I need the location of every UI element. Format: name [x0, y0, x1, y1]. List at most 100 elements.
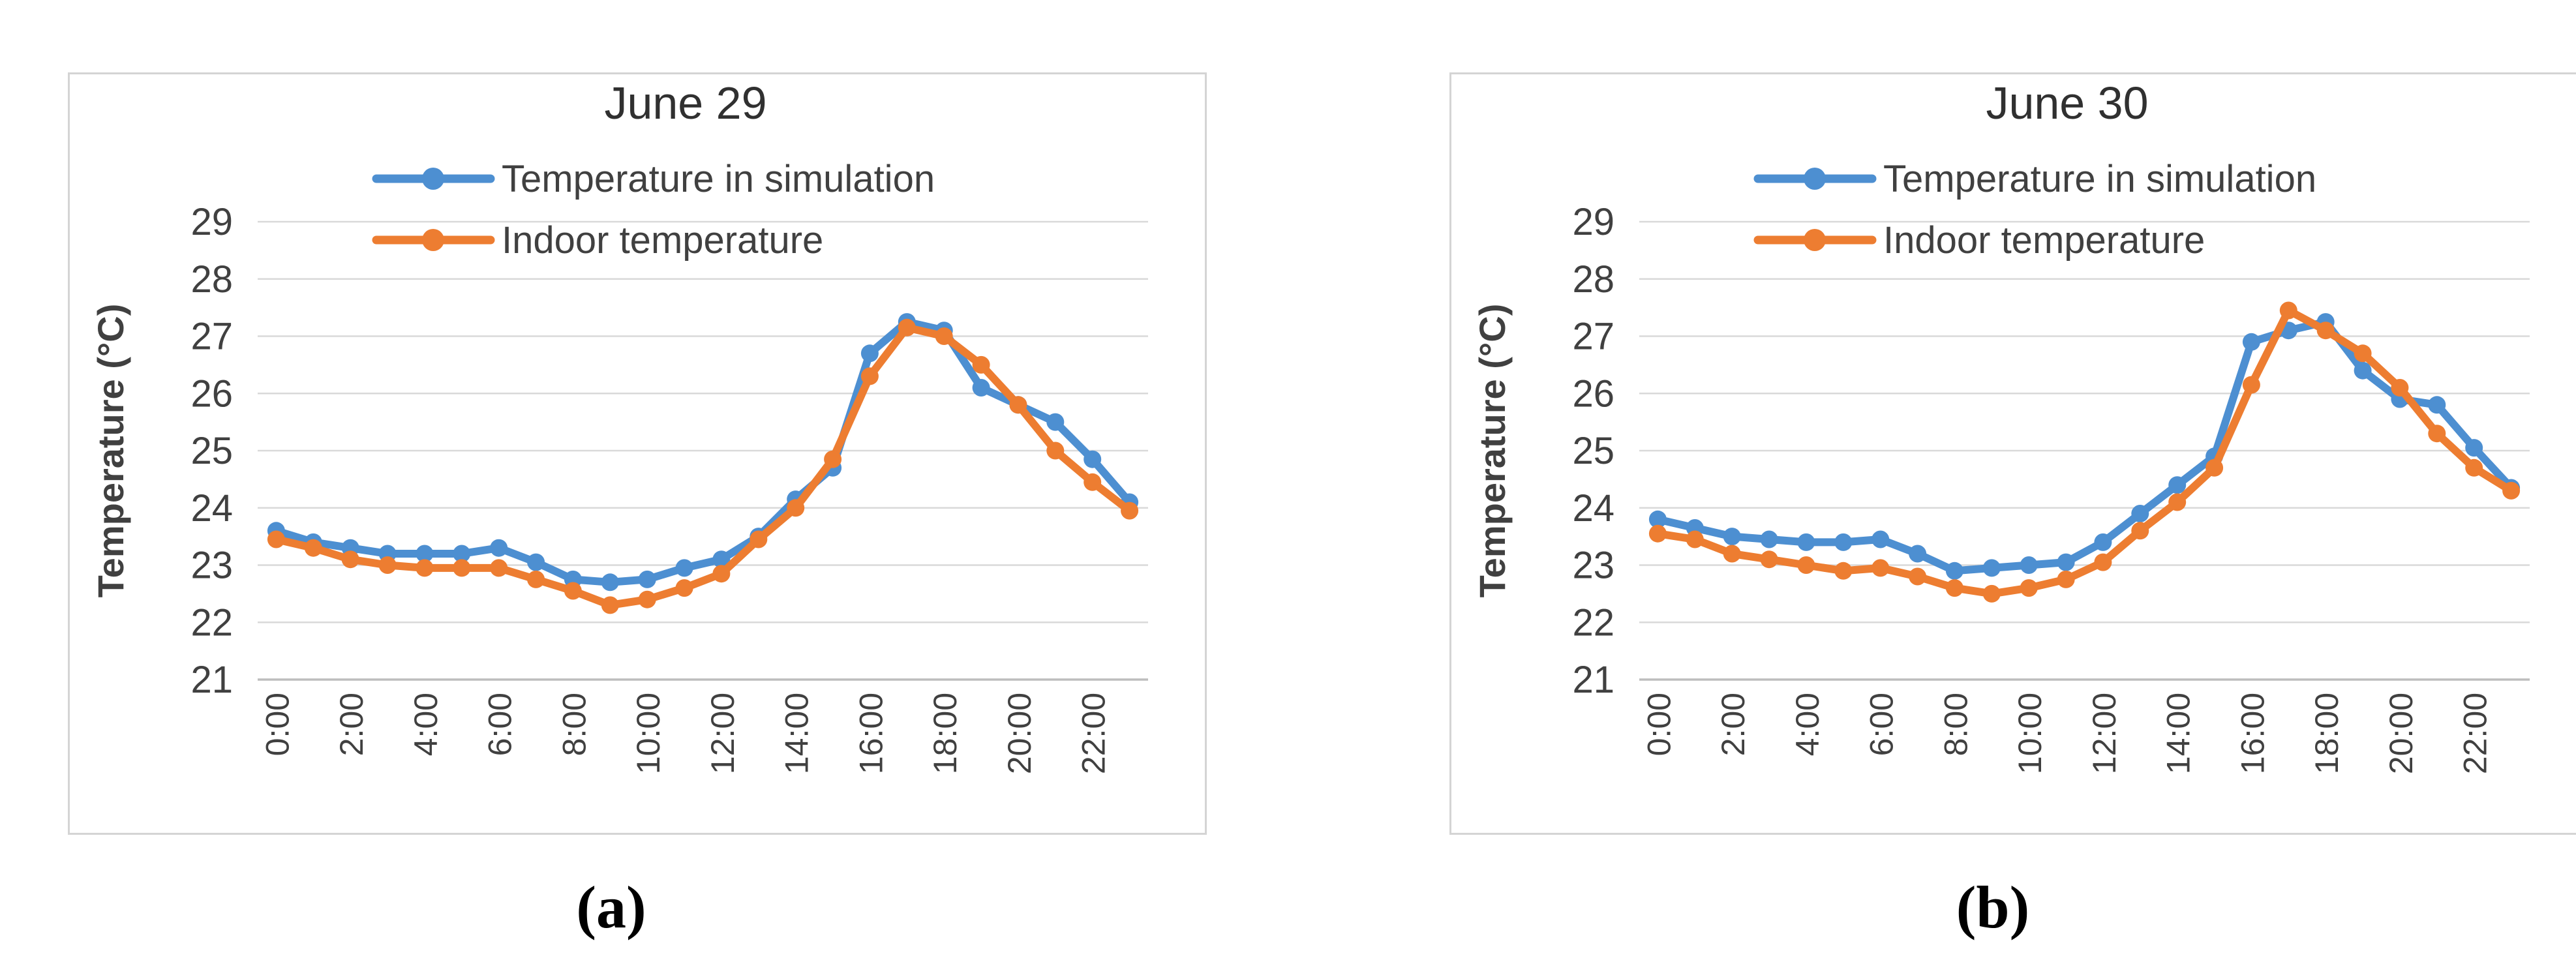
line-chart-june-29: 29 28 27 26 25 24 23 22 21 Temperature (°C) 0:00 2:… [90, 78, 1148, 774]
line-chart-june-30: 29 28 27 26 25 24 23 22 21 Temperature (°C) 0:00 2:… [1472, 78, 2530, 774]
x-tick-label: 20:00 [2383, 693, 2419, 774]
data-point-marker [787, 499, 805, 517]
data-point-marker [2131, 522, 2149, 540]
y-tick-label: 27 [190, 316, 233, 358]
data-point-marker [1909, 545, 1927, 563]
x-tick-label: 14:00 [2160, 693, 2197, 774]
legend-item-simulation: Temperature in simulation [372, 158, 935, 200]
y-tick-label: 27 [1572, 316, 1614, 358]
x-tick-label: 2:00 [1715, 693, 1751, 756]
data-point-marker [2205, 458, 2224, 477]
data-point-marker [2057, 553, 2075, 571]
y-axis-title: Temperature (°C) [1472, 304, 1513, 598]
data-point-marker [1083, 473, 1102, 491]
legend-label: Temperature in simulation [502, 158, 935, 200]
data-point-marker [2094, 553, 2112, 571]
data-point-marker [2428, 425, 2446, 443]
x-tick-label: 0:00 [1641, 693, 1677, 756]
x-tick-label: 10:00 [2012, 693, 2048, 774]
x-tick-label: 4:00 [408, 693, 444, 756]
y-tick-label: 24 [1572, 487, 1614, 530]
data-point-marker [824, 450, 842, 468]
data-point-marker [972, 379, 990, 397]
legend-item-simulation: Temperature in simulation [1753, 158, 2316, 200]
data-point-marker [2020, 579, 2038, 597]
gridlines [1639, 220, 2530, 681]
data-point-marker [712, 550, 731, 569]
legend-swatch-dot-icon [1804, 168, 1826, 190]
chart-title: June 29 [604, 78, 766, 128]
y-tick-label: 21 [1572, 659, 1614, 701]
data-point-marker [416, 545, 434, 563]
x-tick-label: 10:00 [630, 693, 667, 774]
data-point-marker [564, 582, 582, 600]
y-tick-label: 25 [1572, 430, 1614, 472]
data-point-marker [750, 530, 768, 548]
legend-swatch-dot-icon [1804, 229, 1826, 251]
data-point-marker [1648, 510, 1667, 528]
data-point-marker [601, 573, 619, 592]
y-tick-label: 28 [1572, 258, 1614, 301]
data-point-marker [1871, 530, 1890, 548]
x-tick-label: 18:00 [2309, 693, 2345, 774]
series-line-temperature-in-simulation [1654, 318, 2515, 575]
data-point-marker [1945, 562, 1963, 580]
x-tick-label: 4:00 [1789, 693, 1826, 756]
data-point-marker [1009, 396, 1027, 414]
data-point-marker [416, 559, 434, 577]
legend-swatch-dot-icon [422, 229, 444, 251]
x-tick-label: 18:00 [927, 693, 963, 774]
legend-label: Temperature in simulation [1883, 158, 2316, 200]
data-point-marker [1648, 524, 1667, 543]
data-point-marker [2354, 344, 2372, 363]
data-point-marker [490, 539, 508, 557]
data-point-marker [675, 559, 693, 577]
x-tick-label: 2:00 [333, 693, 370, 756]
x-tick-label: 6:00 [1864, 693, 1900, 756]
chart-title: June 30 [1986, 78, 2148, 128]
data-point-marker [304, 539, 322, 557]
data-point-marker [378, 556, 397, 574]
x-tick-label: 22:00 [1076, 693, 1112, 774]
x-tick-label: 22:00 [2457, 693, 2494, 774]
y-tick-label: 28 [190, 258, 233, 301]
x-tick-label: 8:00 [556, 693, 592, 756]
data-point-marker [1834, 533, 1853, 551]
legend-item-indoor: Indoor temperature [1753, 219, 2205, 262]
data-point-marker [2316, 322, 2335, 340]
x-tick-label: 12:00 [705, 693, 741, 774]
legend-item-indoor: Indoor temperature [372, 219, 823, 262]
data-point-marker [1760, 530, 1778, 548]
data-point-marker [1760, 550, 1778, 569]
caption-a: (a) [576, 874, 646, 940]
data-point-marker [638, 590, 656, 608]
data-point-marker [2242, 333, 2260, 351]
data-point-marker [2057, 570, 2075, 588]
data-point-marker [1909, 567, 1927, 586]
caption-b: (b) [1956, 874, 2030, 940]
series-line-temperature-in-simulation [272, 318, 1134, 586]
data-point-marker [2465, 439, 2483, 457]
data-point-marker [527, 553, 545, 571]
data-point-marker [860, 344, 879, 363]
x-tick-label: 6:00 [482, 693, 519, 756]
data-point-marker [1982, 559, 2001, 577]
x-tick-label: 16:00 [2234, 693, 2271, 774]
x-tick-label: 12:00 [2086, 693, 2123, 774]
y-tick-label: 29 [1572, 201, 1614, 243]
data-point-marker [2391, 379, 2409, 397]
data-point-marker [527, 570, 545, 588]
data-point-marker [490, 559, 508, 577]
data-point-marker [1982, 584, 2001, 603]
series-simulation [1648, 313, 2521, 580]
data-point-marker [341, 550, 359, 569]
y-tick-label: 22 [1572, 601, 1614, 644]
data-point-marker [2465, 458, 2483, 477]
data-point-marker [2168, 476, 2187, 494]
gridlines [258, 220, 1148, 681]
data-point-marker [860, 367, 879, 385]
data-point-marker [2242, 376, 2260, 394]
data-point-marker [1797, 533, 1815, 551]
series-indoor [267, 318, 1139, 614]
data-point-marker [2020, 556, 2038, 574]
